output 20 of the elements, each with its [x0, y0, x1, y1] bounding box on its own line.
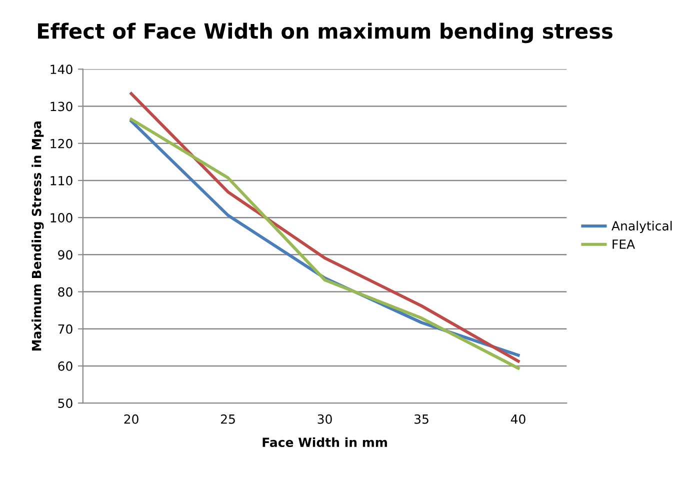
y-tick-label: 130	[50, 102, 72, 112]
x-axis-title: Face Width in mm	[262, 437, 387, 448]
x-tick-label: 25	[220, 414, 235, 424]
chart-title: Effect of Face Width on maximum bending stress	[38, 22, 612, 44]
y-tick-label: 90	[58, 250, 72, 260]
x-tick-label: 35	[414, 414, 428, 424]
y-tick-label: 80	[58, 287, 72, 297]
y-tick-label: 120	[50, 138, 72, 148]
y-tick-label: 70	[58, 324, 72, 334]
y-tick-label: 110	[50, 176, 72, 186]
y-tick-label: 50	[58, 398, 72, 408]
x-tick-label: 40	[510, 414, 526, 424]
legend-label: Analytical	[612, 220, 672, 233]
y-tick-label: 140	[50, 64, 72, 74]
x-tick-label: 20	[124, 414, 138, 424]
x-tick-label: 30	[318, 414, 332, 424]
y-axis-title: Maximum Bending Stress in Mpa	[32, 122, 44, 350]
y-tick-label: 100	[50, 213, 72, 222]
legend-label: FEA	[612, 240, 635, 249]
y-tick-label: 60	[58, 361, 72, 371]
